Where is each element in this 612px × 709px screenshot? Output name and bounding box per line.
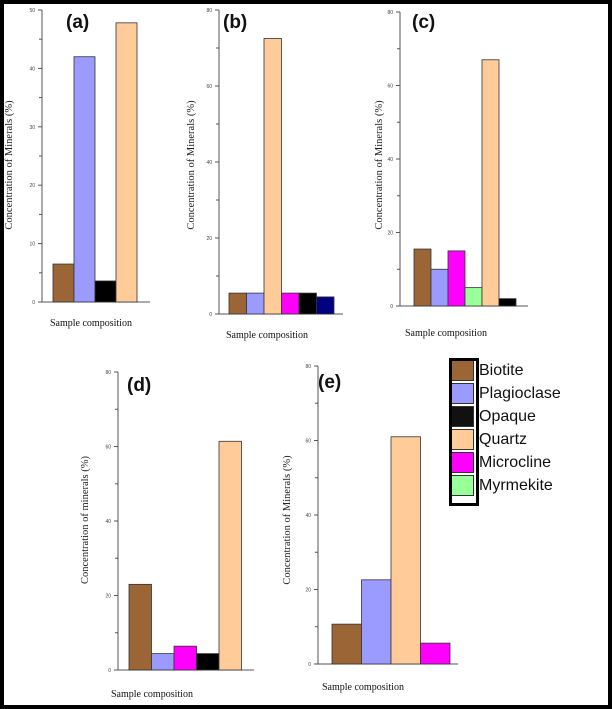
- bar-opaque: [196, 653, 220, 671]
- bar-myrmekite: [464, 287, 483, 307]
- legend-label: Myrmekite: [479, 476, 553, 494]
- y-tick-label: 0: [32, 300, 35, 306]
- bar-microcline: [281, 292, 300, 315]
- y-tick-label: 20: [206, 236, 212, 242]
- y-tick-label: 10: [29, 242, 35, 248]
- bar-plagioclase: [151, 653, 175, 671]
- y-tick-label: 60: [105, 445, 111, 451]
- y-tick-label: 0: [390, 304, 393, 310]
- y-tick-label: 20: [29, 183, 35, 189]
- legend-item: Plagioclase: [449, 382, 561, 405]
- bar-biotite: [128, 583, 152, 671]
- y-tick-label: 40: [387, 157, 393, 163]
- y-tick-label: 40: [105, 519, 111, 525]
- bar-opaque: [498, 298, 517, 307]
- y-tick-label: 20: [105, 594, 111, 600]
- y-tick-label: 50: [29, 8, 35, 14]
- y-tick-label: 30: [29, 125, 35, 131]
- y-tick-label: 40: [305, 513, 311, 519]
- bar-microcline: [447, 250, 466, 307]
- x-axis-title: Sample composition: [50, 318, 132, 329]
- panel-label: (b): [223, 12, 247, 33]
- legend-label: Opaque: [479, 407, 536, 425]
- y-axis-title: Concentration of Minerals (%): [186, 100, 197, 230]
- panel-label: (e): [318, 372, 341, 393]
- bar-quartz: [115, 22, 138, 303]
- bar-biotite: [228, 292, 247, 315]
- bar-quartz: [218, 440, 242, 671]
- y-tick-label: 80: [305, 364, 311, 370]
- bar-biotite: [413, 248, 432, 307]
- y-tick-label: 40: [29, 66, 35, 72]
- y-tick-label: 0: [308, 662, 311, 668]
- legend: Biotite Plagioclase Opaque Quartz Microc…: [449, 359, 561, 497]
- panel-label: (a): [66, 12, 89, 33]
- y-tick-label: 0: [209, 312, 212, 318]
- y-axis-title: Concentration of Minerals (%): [4, 100, 15, 230]
- x-axis-title: Sample composition: [322, 682, 404, 693]
- x-axis-title: Sample composition: [111, 689, 193, 700]
- bar-biotite: [52, 263, 75, 303]
- panel-label: (d): [127, 375, 151, 396]
- bar--unlabeled-navy-: [316, 296, 335, 315]
- y-tick-label: 60: [305, 439, 311, 445]
- y-tick-label: 80: [206, 8, 212, 14]
- bar-quartz: [481, 59, 500, 307]
- x-axis-title: Sample composition: [226, 330, 308, 341]
- legend-swatch-border: [449, 358, 479, 506]
- bar-plagioclase: [73, 56, 96, 303]
- legend-label: Microcline: [479, 453, 552, 471]
- y-tick-label: 20: [305, 588, 311, 594]
- y-tick-label: 60: [206, 84, 212, 90]
- y-tick-label: 0: [108, 668, 111, 674]
- legend-item: Quartz: [449, 428, 561, 451]
- bar-plagioclase: [361, 579, 392, 665]
- legend-item: Microcline: [449, 451, 561, 474]
- y-tick-label: 40: [206, 160, 212, 166]
- bar-microcline: [420, 642, 451, 665]
- y-axis-title: Concentration of Minerals (%): [282, 455, 293, 585]
- panel-label: (c): [412, 12, 435, 33]
- bar-microcline: [173, 645, 197, 671]
- x-axis-title: Sample composition: [405, 328, 487, 339]
- y-tick-label: 80: [105, 370, 111, 376]
- y-tick-label: 80: [387, 10, 393, 16]
- bar-opaque: [298, 292, 317, 315]
- bar-plagioclase: [246, 292, 265, 315]
- y-tick-label: 60: [387, 84, 393, 90]
- bar-quartz: [263, 38, 282, 315]
- y-axis-title: Concentration of Minerals (%): [374, 100, 385, 230]
- legend-label: Plagioclase: [479, 384, 561, 402]
- bar-opaque: [94, 280, 117, 303]
- bar-plagioclase: [430, 268, 449, 307]
- y-axis-title: Concentration of minerals (%): [80, 455, 91, 584]
- bar-biotite: [331, 623, 362, 665]
- legend-item: Opaque: [449, 405, 561, 428]
- y-tick-label: 20: [387, 231, 393, 237]
- legend-label: Quartz: [479, 430, 528, 448]
- bar-quartz: [390, 436, 421, 665]
- legend-label: Biotite: [479, 361, 524, 379]
